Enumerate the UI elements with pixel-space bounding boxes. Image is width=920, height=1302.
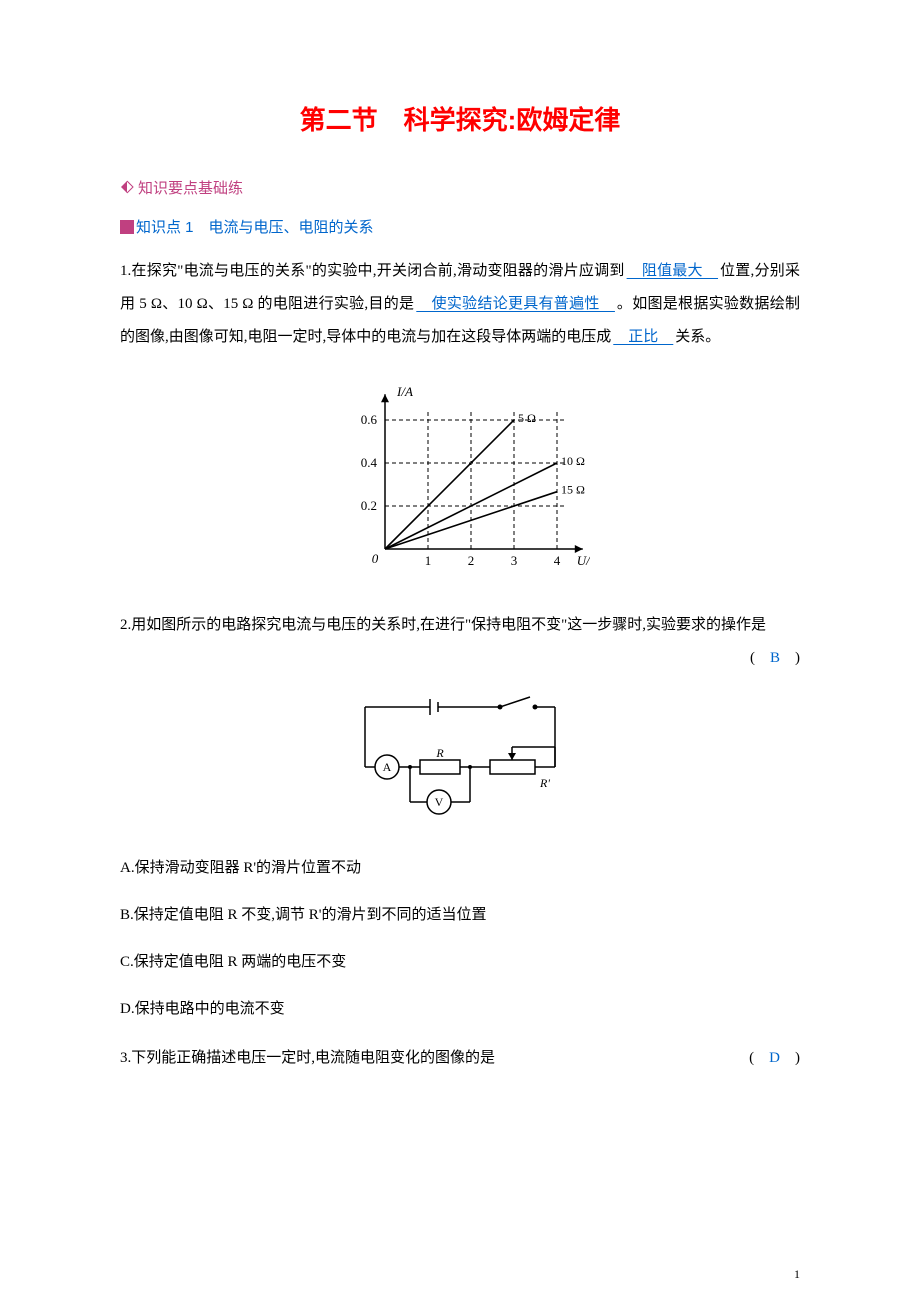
svg-text:0.6: 0.6 [361, 412, 378, 427]
svg-text:U/V: U/V [577, 553, 590, 568]
q2-circuit: A R R' V [120, 687, 800, 832]
q1-text-a: 1.在探究"电流与电压的关系"的实验中,开关闭合前,滑动变阻器的滑片应调到 [120, 263, 625, 279]
q1-blank-2: 使实验结论更具有普遍性 [414, 296, 617, 312]
svg-text:0: 0 [372, 551, 379, 566]
section-heading: 知识要点基础练 [120, 177, 800, 198]
svg-text:5 Ω: 5 Ω [518, 411, 536, 425]
square-icon [120, 220, 134, 234]
q2-options: A.保持滑动变阻器 R'的滑片位置不动 B.保持定值电阻 R 不变,调节 R'的… [120, 852, 800, 1026]
svg-text:10 Ω: 10 Ω [561, 454, 585, 468]
question-1: 1.在探究"电流与电压的关系"的实验中,开关闭合前,滑动变阻器的滑片应调到 阻值… [120, 255, 800, 354]
svg-text:R': R' [539, 776, 550, 790]
svg-text:1: 1 [425, 553, 432, 568]
q2-option-b: B.保持定值电阻 R 不变,调节 R'的滑片到不同的适当位置 [120, 899, 800, 932]
q2-option-a: A.保持滑动变阻器 R'的滑片位置不动 [120, 852, 800, 885]
q3-answer: D [769, 1050, 780, 1066]
svg-text:4: 4 [554, 553, 561, 568]
svg-text:3: 3 [511, 553, 518, 568]
section-label: 知识要点基础练 [138, 180, 243, 197]
svg-text:0.4: 0.4 [361, 455, 378, 470]
q1-blank-1: 阻值最大 [625, 263, 720, 279]
q2-answer: B [770, 650, 780, 666]
q2-text: 2.用如图所示的电路探究电流与电压的关系时,在进行"保持电阻不变"这一步骤时,实… [120, 609, 766, 642]
q3-text: 3.下列能正确描述电压一定时,电流随电阻变化的图像的是 [120, 1042, 495, 1075]
question-2: 2.用如图所示的电路探究电流与电压的关系时,在进行"保持电阻不变"这一步骤时,实… [120, 609, 800, 642]
page-title: 第二节 科学探究:欧姆定律 [120, 100, 800, 137]
section-bullet-icon [120, 180, 134, 198]
svg-text:A: A [383, 760, 392, 774]
q1-chart: 0 1 2 3 4 0.2 0.4 0.6 I/A U/V 5 Ω 10 Ω 15 Ω [120, 374, 800, 589]
svg-text:2: 2 [468, 553, 475, 568]
svg-text:R: R [435, 746, 444, 760]
q2-option-d: D.保持电路中的电流不变 [120, 993, 800, 1026]
q2-option-c: C.保持定值电阻 R 两端的电压不变 [120, 946, 800, 979]
q1-text-d: 关系。 [675, 329, 720, 345]
q3-answer-paren: ( D ) [749, 1046, 800, 1067]
svg-text:0.2: 0.2 [361, 498, 377, 513]
knowledge-point-heading: 知识点 1 电流与电压、电阻的关系 [120, 216, 800, 237]
kp-label: 知识点 1 电流与电压、电阻的关系 [136, 219, 374, 236]
svg-text:15 Ω: 15 Ω [561, 483, 585, 497]
q2-answer-paren: ( B ) [750, 646, 800, 667]
svg-text:I/A: I/A [396, 384, 413, 399]
q1-blank-3: 正比 [611, 329, 675, 345]
svg-text:V: V [435, 795, 444, 809]
page-number: 1 [794, 1267, 800, 1282]
question-3: 3.下列能正确描述电压一定时,电流随电阻变化的图像的是 ( D ) [120, 1042, 800, 1075]
